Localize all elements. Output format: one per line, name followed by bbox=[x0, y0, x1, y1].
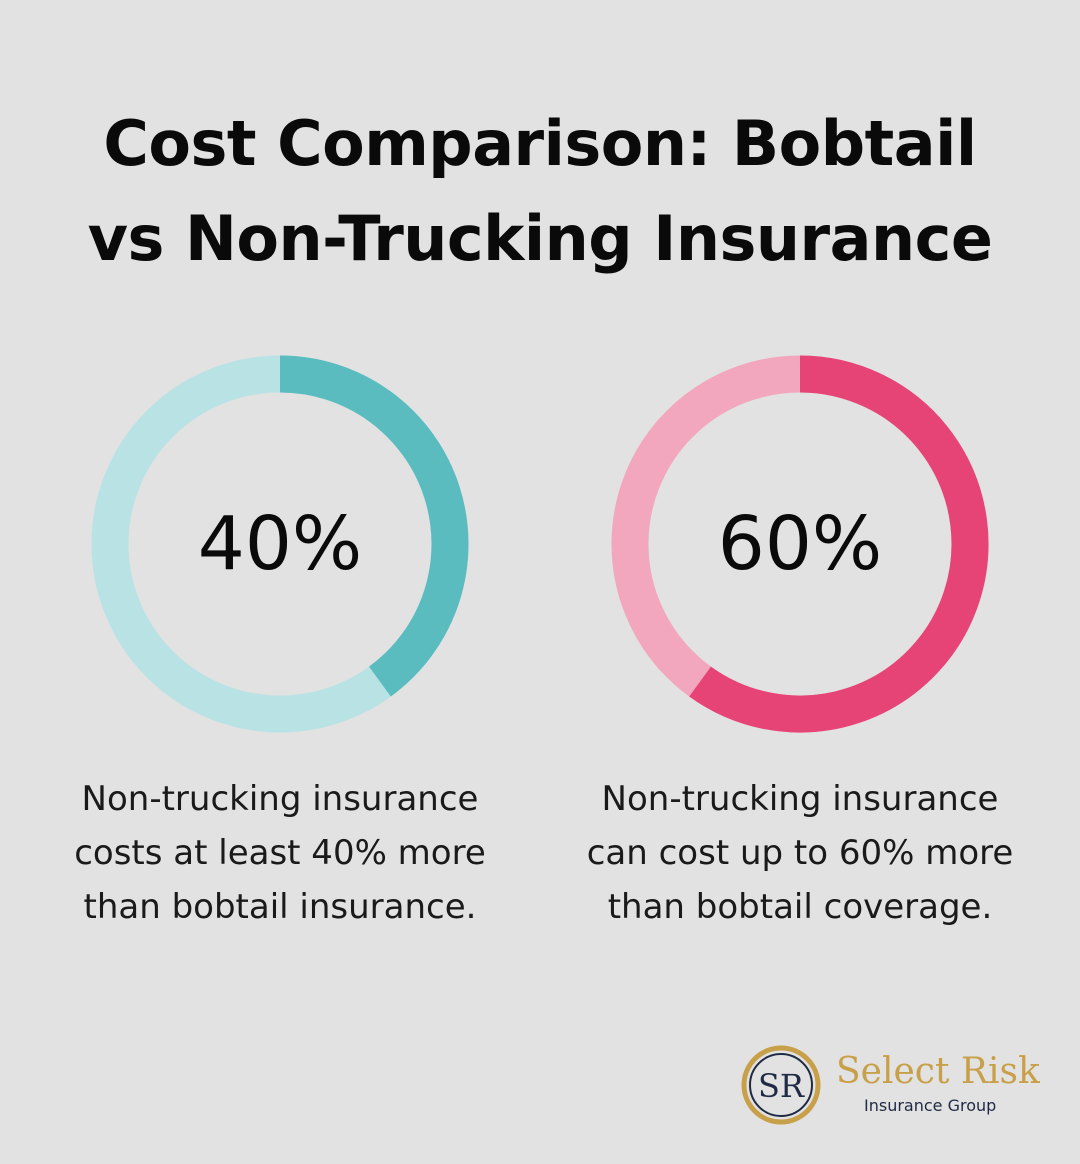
caption-60: Non-trucking insurance can cost up to 60… bbox=[540, 772, 1060, 934]
donut-arc-60 bbox=[689, 355, 989, 733]
donut-chart-40: 40% bbox=[91, 355, 469, 733]
logo-monogram-icon: SR bbox=[741, 1045, 821, 1125]
caption-40-line-3: than bobtail insurance. bbox=[83, 887, 477, 927]
company-logo: SR Select Risk Insurance Group bbox=[740, 1040, 1050, 1130]
logo-subtitle: Insurance Group bbox=[864, 1096, 997, 1115]
donut-svg-40 bbox=[91, 355, 469, 733]
donut-value-40: 40% bbox=[197, 501, 363, 587]
donut-arc-40 bbox=[279, 355, 469, 697]
title-line-2: vs Non-Trucking Insurance bbox=[87, 202, 993, 275]
donut-svg-60 bbox=[611, 355, 989, 733]
title-line-1: Cost Comparison: Bobtail bbox=[103, 107, 977, 180]
caption-60-line-3: than bobtail coverage. bbox=[607, 887, 993, 927]
donut-chart-60: 60% bbox=[611, 355, 989, 733]
donut-value-60: 60% bbox=[717, 501, 883, 587]
caption-60-line-2: can cost up to 60% more bbox=[586, 833, 1014, 873]
logo-monogram-text: SR bbox=[758, 1067, 805, 1105]
caption-40-line-1: Non-trucking insurance bbox=[81, 779, 479, 819]
logo-name: Select Risk bbox=[836, 1051, 1040, 1092]
caption-60-line-1: Non-trucking insurance bbox=[601, 779, 999, 819]
caption-40: Non-trucking insurance costs at least 40… bbox=[20, 772, 540, 934]
caption-40-line-2: costs at least 40% more bbox=[74, 833, 486, 873]
infographic-title: Cost Comparison: Bobtail vs Non-Trucking… bbox=[0, 96, 1080, 286]
